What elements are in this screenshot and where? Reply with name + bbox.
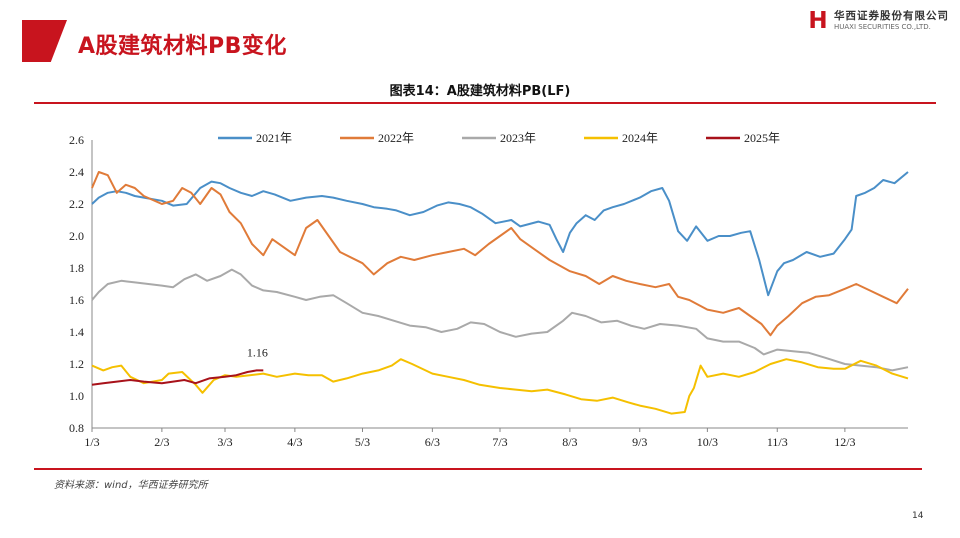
x-tick-label: 11/3 (767, 435, 788, 449)
logo-cn-text: 华西证券股份有限公司 (834, 10, 949, 22)
series-line-2023年 (91, 268, 909, 372)
legend-label: 2023年 (500, 131, 536, 145)
y-tick-label: 2.0 (69, 229, 84, 243)
legend-label: 2022年 (378, 131, 414, 145)
x-tick-label: 8/3 (562, 435, 577, 449)
y-tick-label: 1.0 (69, 389, 84, 403)
page-title: A股建筑材料PB变化 (78, 34, 287, 59)
y-tick-label: 1.8 (69, 261, 84, 275)
source-note: 资料来源：wind，华西证券研究所 (54, 480, 208, 491)
legend-label: 2021年 (256, 131, 292, 145)
x-tick-label: 6/3 (425, 435, 440, 449)
series-line-2022年 (91, 171, 909, 337)
x-tick-label: 9/3 (632, 435, 647, 449)
x-tick-label: 12/3 (834, 435, 855, 449)
y-tick-label: 0.8 (69, 421, 84, 435)
logo-en-text: HUAXI SECURITIES CO.,LTD. (834, 23, 931, 31)
series-line-2024年 (91, 358, 909, 415)
page-number: 14 (912, 511, 924, 521)
legend-label: 2024年 (622, 131, 658, 145)
annotation-label: 1.16 (247, 345, 268, 359)
legend-label: 2025年 (744, 131, 780, 145)
title-divider (34, 102, 936, 104)
figure-title: 图表14：A股建筑材料PB(LF) (389, 84, 571, 99)
y-tick-label: 2.2 (69, 197, 84, 211)
x-tick-label: 7/3 (492, 435, 507, 449)
company-logo: H 华西证券股份有限公司 HUAXI SECURITIES CO.,LTD. (808, 8, 953, 36)
x-tick-label: 1/3 (84, 435, 99, 449)
y-tick-label: 2.6 (69, 133, 84, 147)
y-tick-label: 1.2 (69, 357, 84, 371)
y-tick-label: 1.4 (69, 325, 84, 339)
x-tick-label: 10/3 (697, 435, 718, 449)
logo-mark-icon: H (808, 8, 828, 34)
y-tick-label: 1.6 (69, 293, 84, 307)
series-line-2025年 (91, 369, 264, 386)
y-tick-label: 2.4 (69, 165, 84, 179)
series-line-2021年 (91, 171, 909, 297)
x-tick-label: 5/3 (355, 435, 370, 449)
x-tick-label: 2/3 (154, 435, 169, 449)
x-tick-label: 3/3 (217, 435, 232, 449)
source-divider (34, 468, 922, 470)
x-tick-label: 4/3 (287, 435, 302, 449)
